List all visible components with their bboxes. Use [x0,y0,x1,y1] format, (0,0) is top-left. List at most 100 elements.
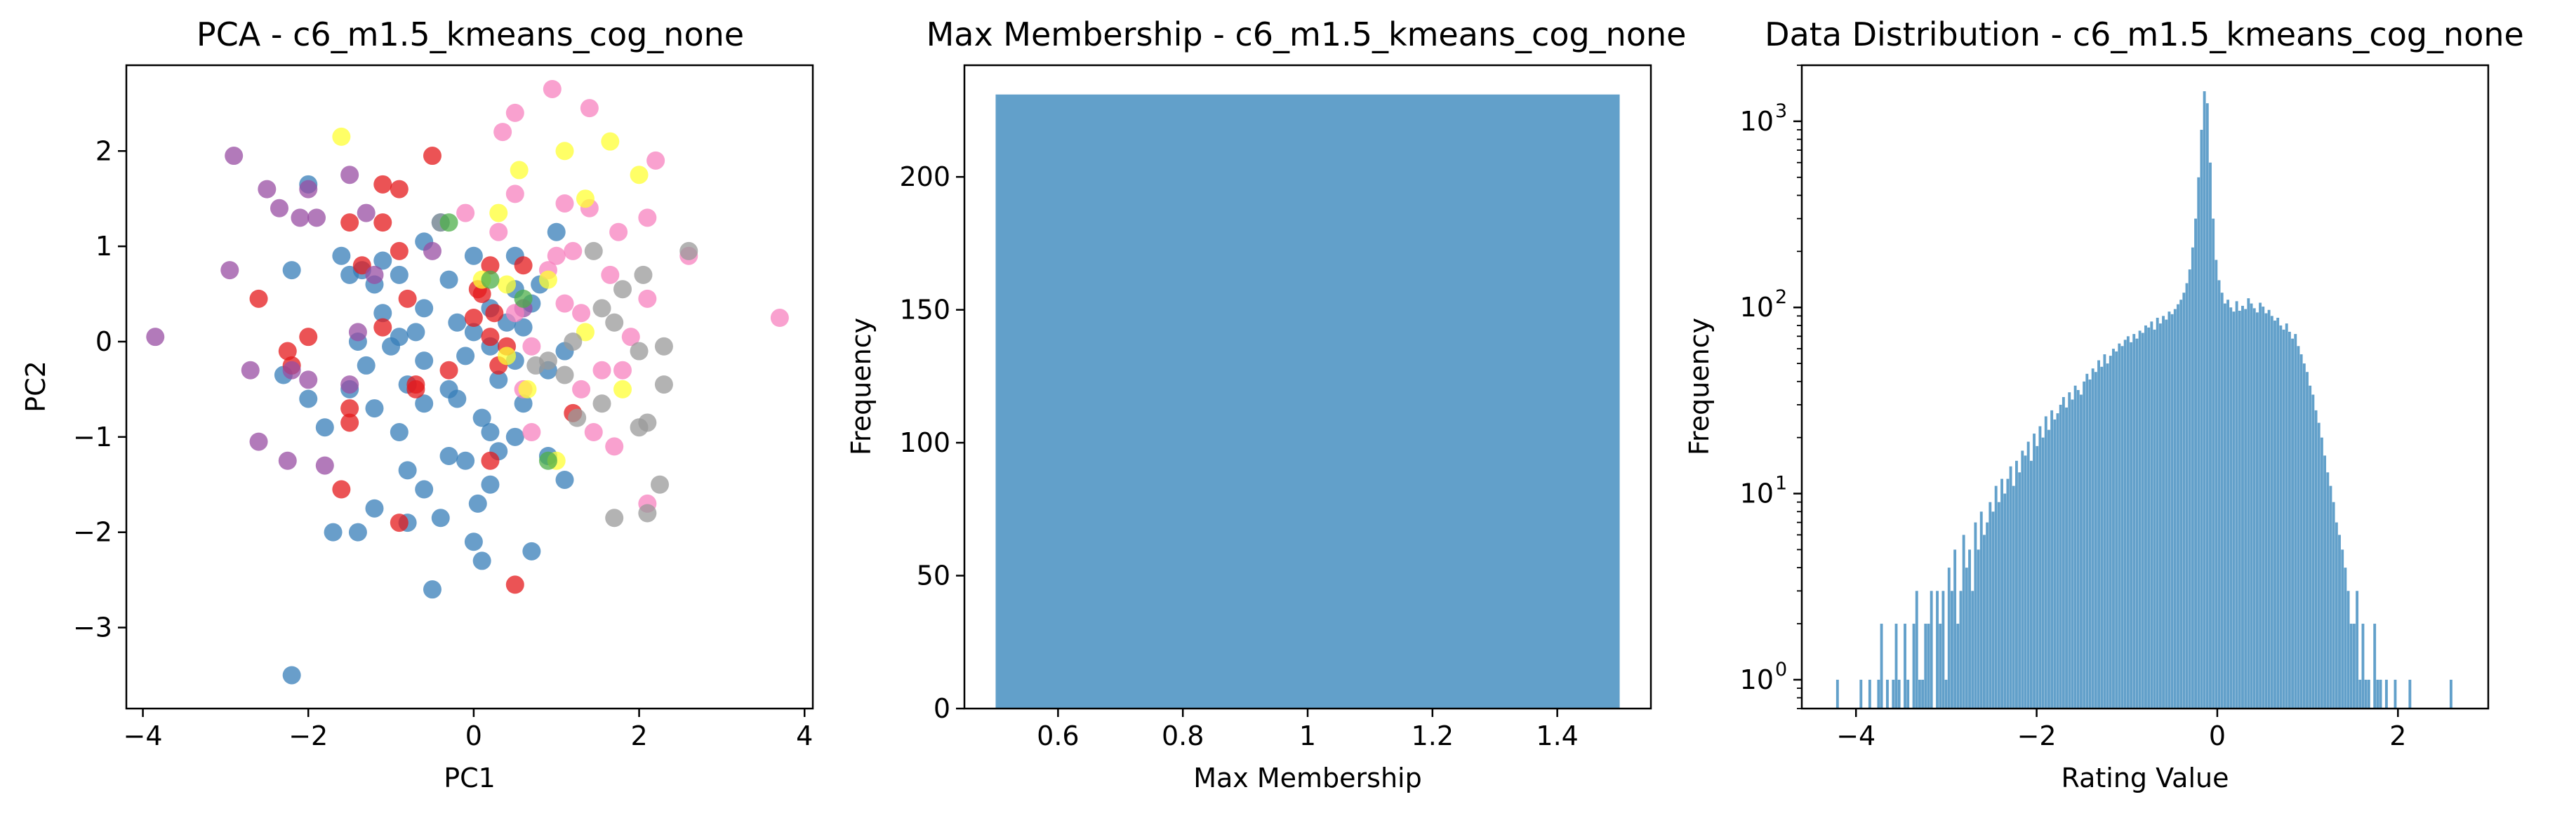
scatter-point [613,380,632,398]
scatter-point [390,514,409,532]
histogram-bin [1939,624,1942,709]
scatter-point [464,246,483,265]
scatter-point [278,451,297,470]
histogram-bin [2329,485,2332,709]
y-tick-label: −3 [73,612,112,643]
y-tick-exponent: 0 [1775,659,1787,680]
scatter-point [307,208,326,227]
scatter-point [584,241,603,260]
x-tick-label: 1 [1299,720,1316,751]
histogram-bin [2335,522,2338,709]
histogram-bin [2291,338,2295,709]
histogram-bin [2185,283,2189,709]
scatter-point [514,289,533,308]
scatter-point [555,294,574,313]
histogram-bin [2384,679,2388,709]
membership-bars [995,94,1620,709]
scatter-point [415,299,434,318]
histogram-bar [995,94,1620,709]
scatter-point [456,451,475,470]
histogram-bin [1965,568,1968,709]
scatter-point [439,213,458,232]
histogram-bin [2047,429,2050,709]
histogram-bin [2130,342,2133,709]
scatter-point [390,265,409,284]
histogram-bin [2009,466,2012,709]
histogram-bin [2341,549,2344,709]
histogram-bin [2205,103,2209,709]
scatter-point [340,413,359,432]
histogram-bin [2094,372,2097,709]
y-tick-label: 1 [95,231,112,262]
histogram-bin [2112,349,2115,709]
scatter-point [282,666,301,685]
scatter-point [423,241,441,260]
scatter-point [324,523,343,542]
scatter-point [225,147,244,166]
scatter-point [592,361,611,380]
scatter-point [299,180,318,199]
pca-scatter-panel: PCA - c6_m1.5_kmeans_cog_none −4 −2 0 2 4−3−… [20,15,814,793]
scatter-point [415,480,434,499]
histogram-bin [2270,316,2273,709]
scatter-point [493,123,512,142]
histogram-bin [2317,422,2321,709]
histogram-bin [1835,679,1839,709]
scatter-point [249,289,268,308]
histogram-bin [2297,346,2300,709]
scatter-point [472,551,491,570]
distribution-bars [1835,91,2452,709]
histogram-bin [2235,301,2238,709]
x-tick-label: 0 [2209,720,2226,751]
y-tick-label: 200 [899,161,950,192]
scatter-point [638,289,657,308]
y-tick-label: −2 [73,517,112,548]
histogram-bin [2138,330,2142,709]
histogram-bin [2100,366,2104,709]
histogram-bin [1983,535,1986,709]
histogram-bin [2179,300,2183,709]
histogram-bin [2170,314,2174,709]
scatter-point [522,423,541,442]
histogram-bin [2302,363,2306,709]
histogram-bin [2167,311,2171,709]
scatter-point [485,304,504,323]
scatter-point [352,256,371,275]
scatter-point [415,394,434,413]
histogram-bin [2085,373,2089,709]
scatter-point [373,318,392,337]
histogram-bin [2212,218,2215,709]
histogram-bin [1897,679,1901,709]
scatter-point [613,361,632,380]
scatter-point [580,99,599,118]
histogram-bin [2083,381,2086,709]
scatter-point [390,423,409,442]
scatter-point [555,366,574,384]
histogram-bin [1912,624,1916,709]
histogram-bin [1906,679,1910,709]
scatter-point [423,147,441,166]
scatter-point [146,328,165,347]
histogram-bin [1918,679,1921,709]
histogram-bin [2226,300,2230,709]
scatter-point [390,180,409,199]
distribution-y-axis-label: Frequency [1684,318,1715,455]
histogram-bin [1986,522,1989,709]
scatter-point [526,356,545,375]
scatter-point [456,203,475,222]
histogram-bin [2262,307,2265,709]
scatter-point [481,423,500,442]
histogram-bin [1877,679,1880,709]
membership-y-axis-label: Frequency [846,318,877,455]
histogram-bin [2314,410,2318,709]
membership-axes: 0.6 0.8 1 1.2 1.4 0 50 100 150 200 [899,161,1578,751]
scatter-point [621,328,640,347]
histogram-bin [2088,379,2092,709]
histogram-bin [2076,389,2080,709]
scatter-point [505,575,524,594]
scatter-point [489,370,508,389]
scatter-point [514,318,533,337]
pca-y-axis-label: PC2 [20,361,51,413]
scatter-point [489,203,508,222]
scatter-point [592,299,611,318]
